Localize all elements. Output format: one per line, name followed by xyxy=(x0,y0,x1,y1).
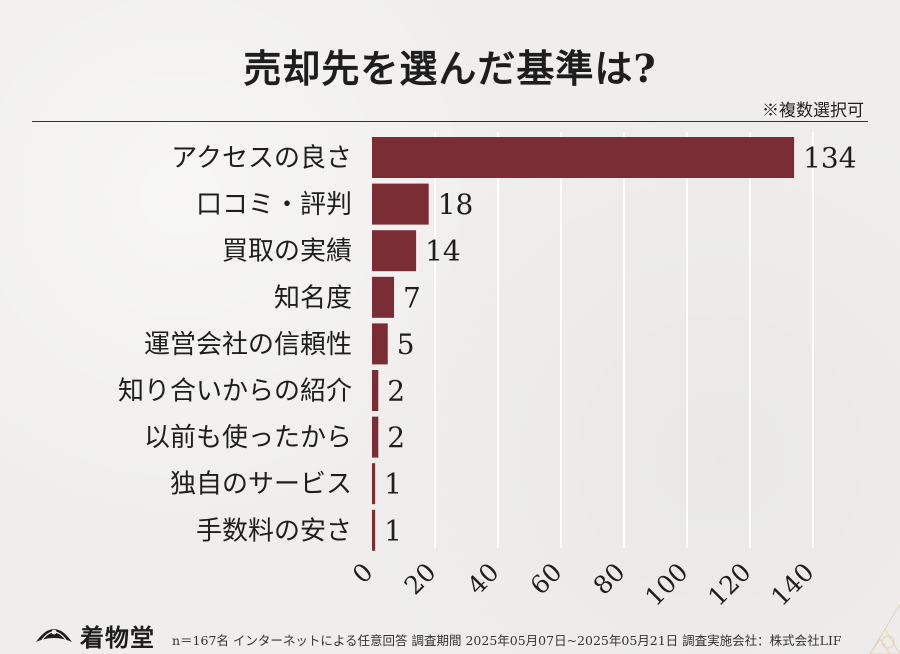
value-labels: 134 18 147 5 2 2 1 1 xyxy=(384,142,856,548)
value-label: 2 xyxy=(387,375,405,408)
title-divider xyxy=(32,121,868,122)
bar xyxy=(372,416,379,458)
x-tick-label: 20 xyxy=(399,557,442,600)
bar xyxy=(372,463,376,505)
x-tick-label: 80 xyxy=(588,557,631,600)
category-label: 独自のサービス xyxy=(170,470,352,500)
x-tick-labels: 0 20 40 60 80 100 120 140 xyxy=(347,557,820,610)
value-label: 18 xyxy=(438,188,474,221)
bar xyxy=(372,137,795,178)
grid-lines xyxy=(434,132,814,548)
x-tick-label: 40 xyxy=(462,557,505,600)
bar xyxy=(372,276,395,318)
x-tick-label: 60 xyxy=(525,557,568,600)
chart-title: 売却先を選んだ基準は? xyxy=(243,46,657,91)
x-tick-label: 100 xyxy=(639,557,693,610)
corner-pattern-icon xyxy=(869,604,900,654)
category-label: 買取の実績 xyxy=(222,237,352,267)
category-labels: アクセスの良さ口コミ・評判買取の実績知名度運営会社の信頼性知り合いからの紹介以前… xyxy=(118,144,352,547)
fan-logo-icon xyxy=(36,629,72,642)
survey-source-note: n＝167名 インターネットによる任意回答 調査期間 2025年05月07日~2… xyxy=(172,633,842,648)
value-label: 14 xyxy=(425,235,461,268)
x-tick-label: 140 xyxy=(765,557,819,610)
brand-logo-text: 着物堂 xyxy=(80,623,155,652)
x-tick-label: 0 xyxy=(347,557,379,589)
category-label: 知名度 xyxy=(274,283,352,313)
category-label: 知り合いからの紹介 xyxy=(118,377,352,407)
value-label: 7 xyxy=(403,281,421,314)
category-label: アクセスの良さ xyxy=(171,144,352,174)
category-label: 口コミ・評判 xyxy=(196,190,352,220)
value-label: 1 xyxy=(384,514,402,547)
value-label: 5 xyxy=(397,328,415,361)
category-label: 以前も使ったから xyxy=(144,423,352,453)
bar xyxy=(372,323,388,365)
bar-chart: アクセスの良さ口コミ・評判買取の実績知名度運営会社の信頼性知り合いからの紹介以前… xyxy=(118,132,857,610)
value-label: 2 xyxy=(387,421,405,454)
multiple-choice-note: ※複数選択可 xyxy=(762,101,864,121)
bars xyxy=(372,137,795,551)
category-label: 運営会社の信頼性 xyxy=(144,330,352,360)
value-label: 134 xyxy=(803,142,856,175)
bar xyxy=(372,183,429,225)
category-label: 手数料の安さ xyxy=(196,516,352,546)
bar xyxy=(372,509,376,551)
value-label: 1 xyxy=(384,468,402,501)
bar xyxy=(372,370,379,411)
bar xyxy=(372,230,417,272)
x-tick-label: 120 xyxy=(702,557,756,610)
